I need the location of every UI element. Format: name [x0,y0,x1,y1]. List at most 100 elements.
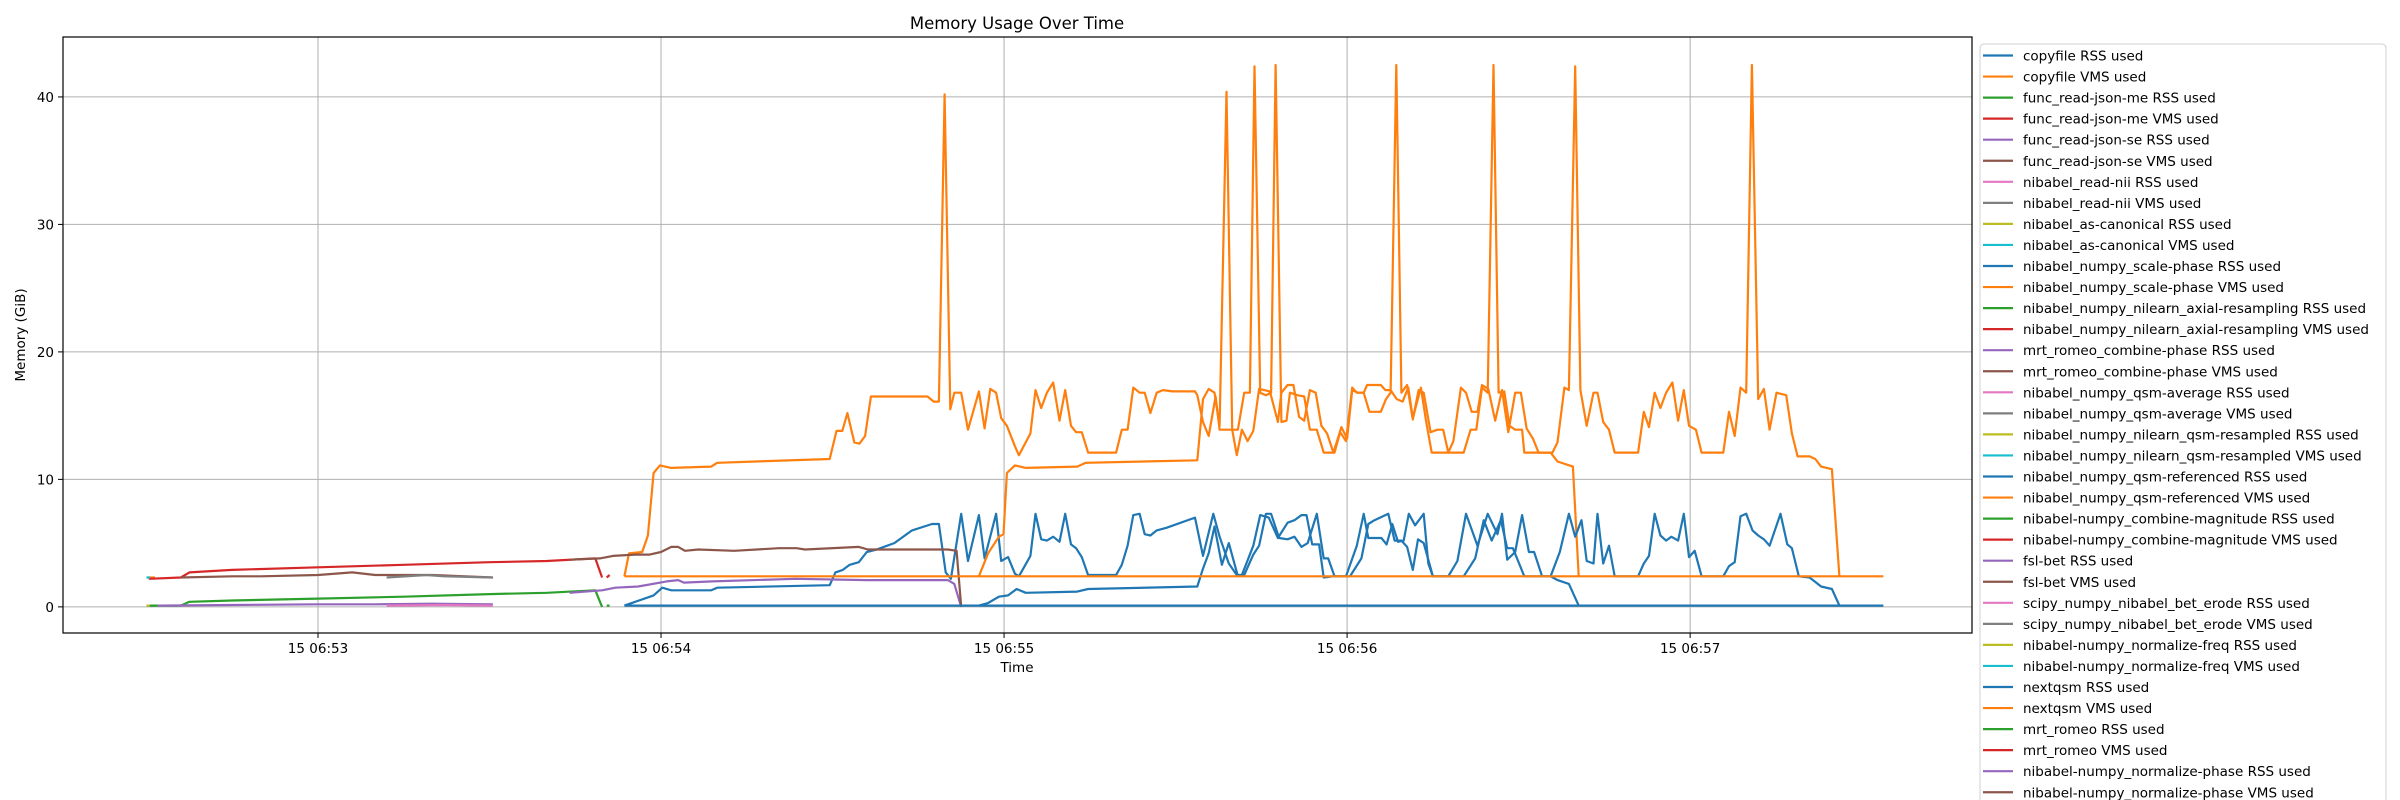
legend-entry: func_read-json-me VMS used [1983,112,2219,128]
legend-label: nibabel_read-nii VMS used [2023,196,2201,212]
series-line-func-read-json-me-rss-used [148,589,604,608]
legend-entry: nibabel-numpy_normalize-freq RSS used [1983,638,2297,654]
legend-label: nibabel_numpy_nilearn_axial-resampling R… [2023,301,2366,317]
legend-entry: nibabel_numpy_qsm-average VMS used [1983,406,2293,422]
legend-label: nibabel_numpy_nilearn_qsm-resampled VMS … [2023,448,2362,464]
legend-label: mrt_romeo RSS used [2023,722,2165,738]
legend-entry: nibabel-numpy_combine-magnitude RSS used [1983,512,2335,528]
legend-entry: nibabel_read-nii VMS used [1983,196,2201,212]
legend-label: scipy_numpy_nibabel_bet_erode VMS used [2023,617,2313,633]
legend-label: nibabel_numpy_qsm-referenced RSS used [2023,470,2307,486]
legend-label: nibabel_numpy_qsm-average VMS used [2023,406,2293,422]
legend-label: func_read-json-me RSS used [2023,91,2216,107]
legend-entry: nibabel_numpy_scale-phase VMS used [1983,280,2284,296]
series-line-mrt-romeo-combine-phase-vms-used [569,545,963,607]
legend-label: nibabel_numpy_qsm-referenced VMS used [2023,491,2310,507]
series-line-nibabel-numpy-qsm-referenced-rss-used [978,512,1841,607]
series-line-nibabel-read-nii-vms-used [386,573,493,579]
y-tick-label: 40 [37,90,54,106]
legend-label: nibabel_numpy_nilearn_qsm-resampled RSS … [2023,427,2359,443]
plot-area [146,63,1884,608]
y-tick-label: 20 [37,345,54,361]
y-axis-label: Memory (GiB) [13,288,29,381]
legend-label: fsl-bet VMS used [2023,575,2136,591]
legend-entry: func_read-json-me RSS used [1983,91,2216,107]
legend-label: nextqsm RSS used [2023,680,2149,696]
legend-label: nibabel_numpy_scale-phase VMS used [2023,280,2284,296]
legend-entry: nextqsm VMS used [1983,701,2152,717]
legend-entry: nextqsm RSS used [1983,680,2149,696]
legend-label: mrt_romeo_combine-phase VMS used [2023,364,2278,380]
legend-entry: nibabel_numpy_scale-phase RSS used [1983,259,2281,275]
x-tick-label: 15 06:54 [631,641,691,657]
legend-label: copyfile RSS used [2023,49,2143,65]
y-tick-label: 0 [45,600,54,616]
series-line-mrt-romeo-combine-phase-rss-used [569,577,963,608]
legend-entry: mrt_romeo RSS used [1983,722,2165,738]
legend-label: nibabel-numpy_combine-magnitude VMS used [2023,533,2338,549]
legend-label: mrt_romeo VMS used [2023,743,2167,759]
legend-entry: scipy_numpy_nibabel_bet_erode VMS used [1983,617,2313,633]
chart-title: Memory Usage Over Time [910,14,1124,33]
legend-entry: scipy_numpy_nibabel_bet_erode RSS used [1983,596,2310,612]
legend-entry: func_read-json-se VMS used [1983,154,2213,170]
legend-label: nibabel_as-canonical VMS used [2023,238,2234,254]
legend-label: nibabel-numpy_combine-magnitude RSS used [2023,512,2335,528]
legend-label: func_read-json-me VMS used [2023,112,2219,128]
legend-entry: nibabel-numpy_normalize-phase VMS used [1983,785,2314,800]
legend-entry: nibabel_as-canonical VMS used [1983,238,2234,254]
x-axis: 15 06:53 15 06:54 15 06:55 15 06:56 15 06:57 [288,633,1720,657]
series-line-nibabel-numpy-scale-phase-vms-used [623,63,1580,577]
series-line-func-read-json-se-rss-used [157,602,493,607]
legend-label: func_read-json-se RSS used [2023,133,2210,149]
legend: copyfile RSS used copyfile VMS used func_r… [1979,43,2387,800]
legend-label: nibabel_as-canonical RSS used [2023,217,2232,233]
legend-label: nibabel-numpy_normalize-phase RSS used [2023,764,2311,780]
series-line-nibabel-numpy-qsm-referenced-vms-used [977,63,1841,577]
legend-label: nibabel_numpy_scale-phase RSS used [2023,259,2281,275]
legend-entry: nibabel_numpy_nilearn_axial-resampling V… [1983,322,2369,338]
series-line-nibabel-read-nii-rss-used [386,603,493,607]
legend-label: copyfile VMS used [2023,70,2146,86]
x-tick-label: 15 06:53 [288,641,348,657]
legend-label: nibabel_read-nii RSS used [2023,175,2198,191]
legend-entry: nibabel_numpy_qsm-referenced VMS used [1983,491,2310,507]
legend-entry: mrt_romeo_combine-phase RSS used [1983,343,2275,359]
legend-label: nibabel-numpy_normalize-freq VMS used [2023,659,2300,675]
series-line-nibabel-numpy-scale-phase-rss-used [624,512,1580,607]
legend-entry: copyfile RSS used [1983,49,2143,65]
legend-label: scipy_numpy_nibabel_bet_erode RSS used [2023,596,2310,612]
legend-entry: mrt_romeo VMS used [1983,743,2167,759]
legend-frame [1979,43,2387,800]
legend-entry: nibabel-numpy_normalize-phase RSS used [1983,764,2311,780]
legend-entry: nibabel_numpy_qsm-average RSS used [1983,385,2290,401]
legend-label: nibabel-numpy_normalize-phase VMS used [2023,785,2314,800]
x-tick-label: 15 06:57 [1660,641,1720,657]
x-axis-label: Time [999,660,1033,676]
legend-entry: nibabel-numpy_combine-magnitude VMS used [1983,533,2338,549]
legend-entry: mrt_romeo_combine-phase VMS used [1983,364,2278,380]
legend-label: func_read-json-se VMS used [2023,154,2213,170]
legend-entry: fsl-bet RSS used [1983,554,2133,570]
legend-entry: fsl-bet VMS used [1983,575,2136,591]
y-tick-label: 30 [37,217,54,233]
legend-entry: nibabel-numpy_normalize-freq VMS used [1983,659,2300,675]
legend-entry: func_read-json-se RSS used [1983,133,2210,149]
legend-entry: nibabel_numpy_qsm-referenced RSS used [1983,470,2307,486]
legend-entry: nibabel_numpy_nilearn_axial-resampling R… [1983,301,2366,317]
grid-lines [63,37,1972,633]
legend-label: nextqsm VMS used [2023,701,2152,717]
x-tick-label: 15 06:56 [1317,641,1377,657]
legend-label: nibabel_numpy_nilearn_axial-resampling V… [2023,322,2369,338]
legend-label: mrt_romeo_combine-phase RSS used [2023,343,2275,359]
legend-label: nibabel_numpy_qsm-average RSS used [2023,385,2290,401]
y-axis: 0 10 20 30 40 [37,90,63,616]
legend-entry: nibabel_as-canonical RSS used [1983,217,2232,233]
legend-label: nibabel-numpy_normalize-freq RSS used [2023,638,2297,654]
series-layer [146,63,1884,608]
legend-entry: copyfile VMS used [1983,70,2146,86]
legend-label: fsl-bet RSS used [2023,554,2133,570]
legend-entry: nibabel_numpy_nilearn_qsm-resampled VMS … [1983,448,2362,464]
y-tick-label: 10 [37,472,54,488]
